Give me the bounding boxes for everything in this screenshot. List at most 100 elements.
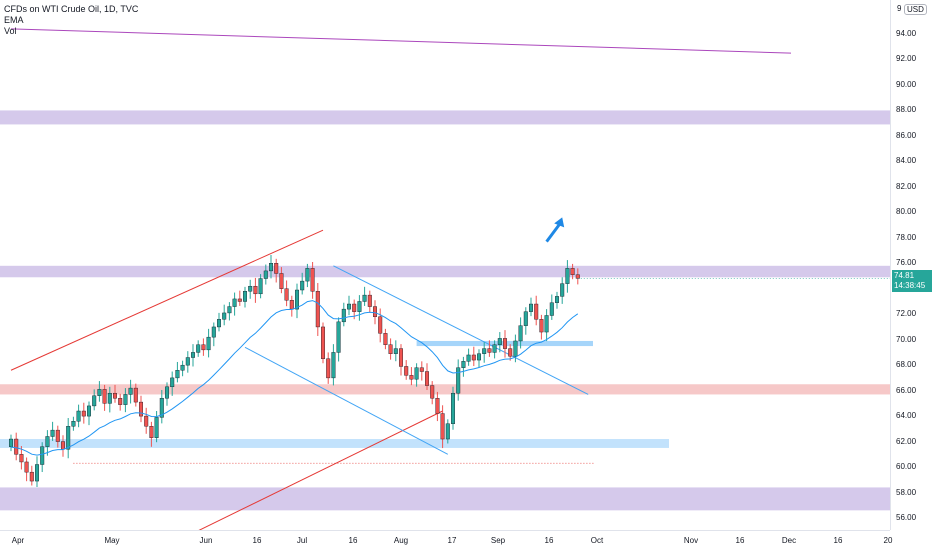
candle (14, 438, 19, 455)
candle (24, 461, 29, 473)
currency-button[interactable]: USD (904, 4, 927, 15)
candle (289, 300, 294, 310)
candle (492, 344, 497, 353)
candle (503, 338, 508, 349)
candle (435, 398, 440, 414)
candle (284, 288, 289, 301)
candle (295, 289, 300, 310)
candle (336, 321, 341, 353)
candle (451, 392, 456, 424)
candle (544, 315, 549, 333)
candle (138, 401, 143, 417)
candle (565, 268, 570, 284)
candle (35, 464, 40, 482)
trendline-red (198, 410, 443, 530)
candle (305, 268, 310, 282)
candle (175, 370, 180, 379)
candle (393, 348, 398, 354)
candle (258, 278, 263, 295)
purple-zone (0, 487, 890, 511)
price-tick-label: 56.00 (896, 513, 917, 522)
candle (477, 353, 482, 361)
candle (409, 375, 414, 380)
trendline-blue (333, 265, 589, 395)
candle (430, 385, 435, 399)
time-tick-label: Aug (393, 536, 409, 545)
symbol-label[interactable]: CFDs on WTI Crude Oil, 1D, TVC (4, 4, 139, 14)
candle (159, 398, 164, 418)
candle (373, 306, 378, 317)
price-axis[interactable]: 94.00 92.00 90.00 88.00 86.00 84.00 82.00 80.00… (890, 0, 932, 530)
candle (310, 268, 315, 292)
candle (81, 410, 86, 417)
candle (222, 312, 227, 320)
candle (164, 386, 169, 399)
candle (523, 311, 528, 326)
candle (331, 352, 336, 379)
candle (248, 285, 253, 292)
purple-zone (0, 265, 890, 278)
price-tick-label: 94.00 (896, 29, 917, 38)
candle (66, 426, 71, 450)
candle (466, 354, 471, 362)
price-axis-partial-label: 9 (897, 4, 902, 13)
candle (570, 268, 575, 275)
candle (357, 301, 362, 312)
candle (71, 421, 76, 427)
time-tick-label: 16 (544, 536, 554, 545)
candle (388, 344, 393, 354)
bullish-arrow-head (554, 217, 565, 228)
candle (211, 326, 216, 338)
price-tick-label: 62.00 (896, 436, 917, 446)
price-tick-label: 64.00 (896, 411, 917, 421)
price-tick-label: 58.00 (896, 487, 917, 497)
candle (378, 316, 383, 334)
ema-indicator-label[interactable]: EMA (4, 15, 24, 25)
candle (497, 338, 502, 345)
time-tick-label: 17 (447, 536, 457, 545)
candle (50, 429, 55, 437)
candle (461, 361, 466, 368)
trendline-blue (244, 346, 449, 455)
candle (326, 358, 331, 379)
volume-indicator-label[interactable]: Vol (4, 26, 17, 36)
candle (118, 398, 123, 405)
price-tick-label: 76.00 (896, 258, 917, 268)
time-tick-label: Sep (490, 536, 506, 545)
time-tick-label: Apr (11, 536, 25, 545)
price-tick-label: 90.00 (896, 79, 917, 89)
price-tick-label: 78.00 (896, 232, 917, 242)
candle (300, 280, 305, 291)
last-price-value: 74.81 (894, 271, 915, 281)
candle (170, 377, 175, 388)
time-tick-label: 16 (833, 536, 843, 545)
price-tick-label: 82.00 (896, 181, 917, 191)
candle (29, 471, 34, 482)
candle (471, 354, 476, 361)
candle (19, 454, 24, 463)
ema-line (10, 300, 579, 456)
bar-countdown: 14:38:45 (894, 281, 926, 291)
price-tick-label: 72.00 (896, 309, 917, 319)
price-tick-label: 84.00 (896, 156, 917, 166)
price-chart[interactable] (0, 0, 890, 530)
candle (315, 291, 320, 328)
candle (206, 336, 211, 351)
chart-area[interactable]: CFDs on WTI Crude Oil, 1D, TVC EMA Vol (0, 0, 890, 530)
candle (487, 348, 492, 353)
candle (321, 326, 326, 359)
time-tick-label: Dec (781, 536, 797, 545)
time-tick-label: 16 (252, 536, 262, 545)
candle (8, 438, 13, 447)
candle (341, 308, 346, 323)
candle (534, 303, 539, 320)
candle (112, 392, 117, 399)
candle (352, 303, 357, 312)
time-axis[interactable]: Apr May Jun 16 Jul 16 Aug 17 Sep 16 Oct Nov 16 Dec 16 2… (0, 530, 892, 551)
candle (367, 294, 372, 307)
price-tick-label: 70.00 (896, 334, 917, 344)
time-tick-label: 16 (348, 536, 358, 545)
candle (440, 413, 445, 440)
bullish-arrow (545, 222, 562, 243)
candle (383, 333, 388, 345)
